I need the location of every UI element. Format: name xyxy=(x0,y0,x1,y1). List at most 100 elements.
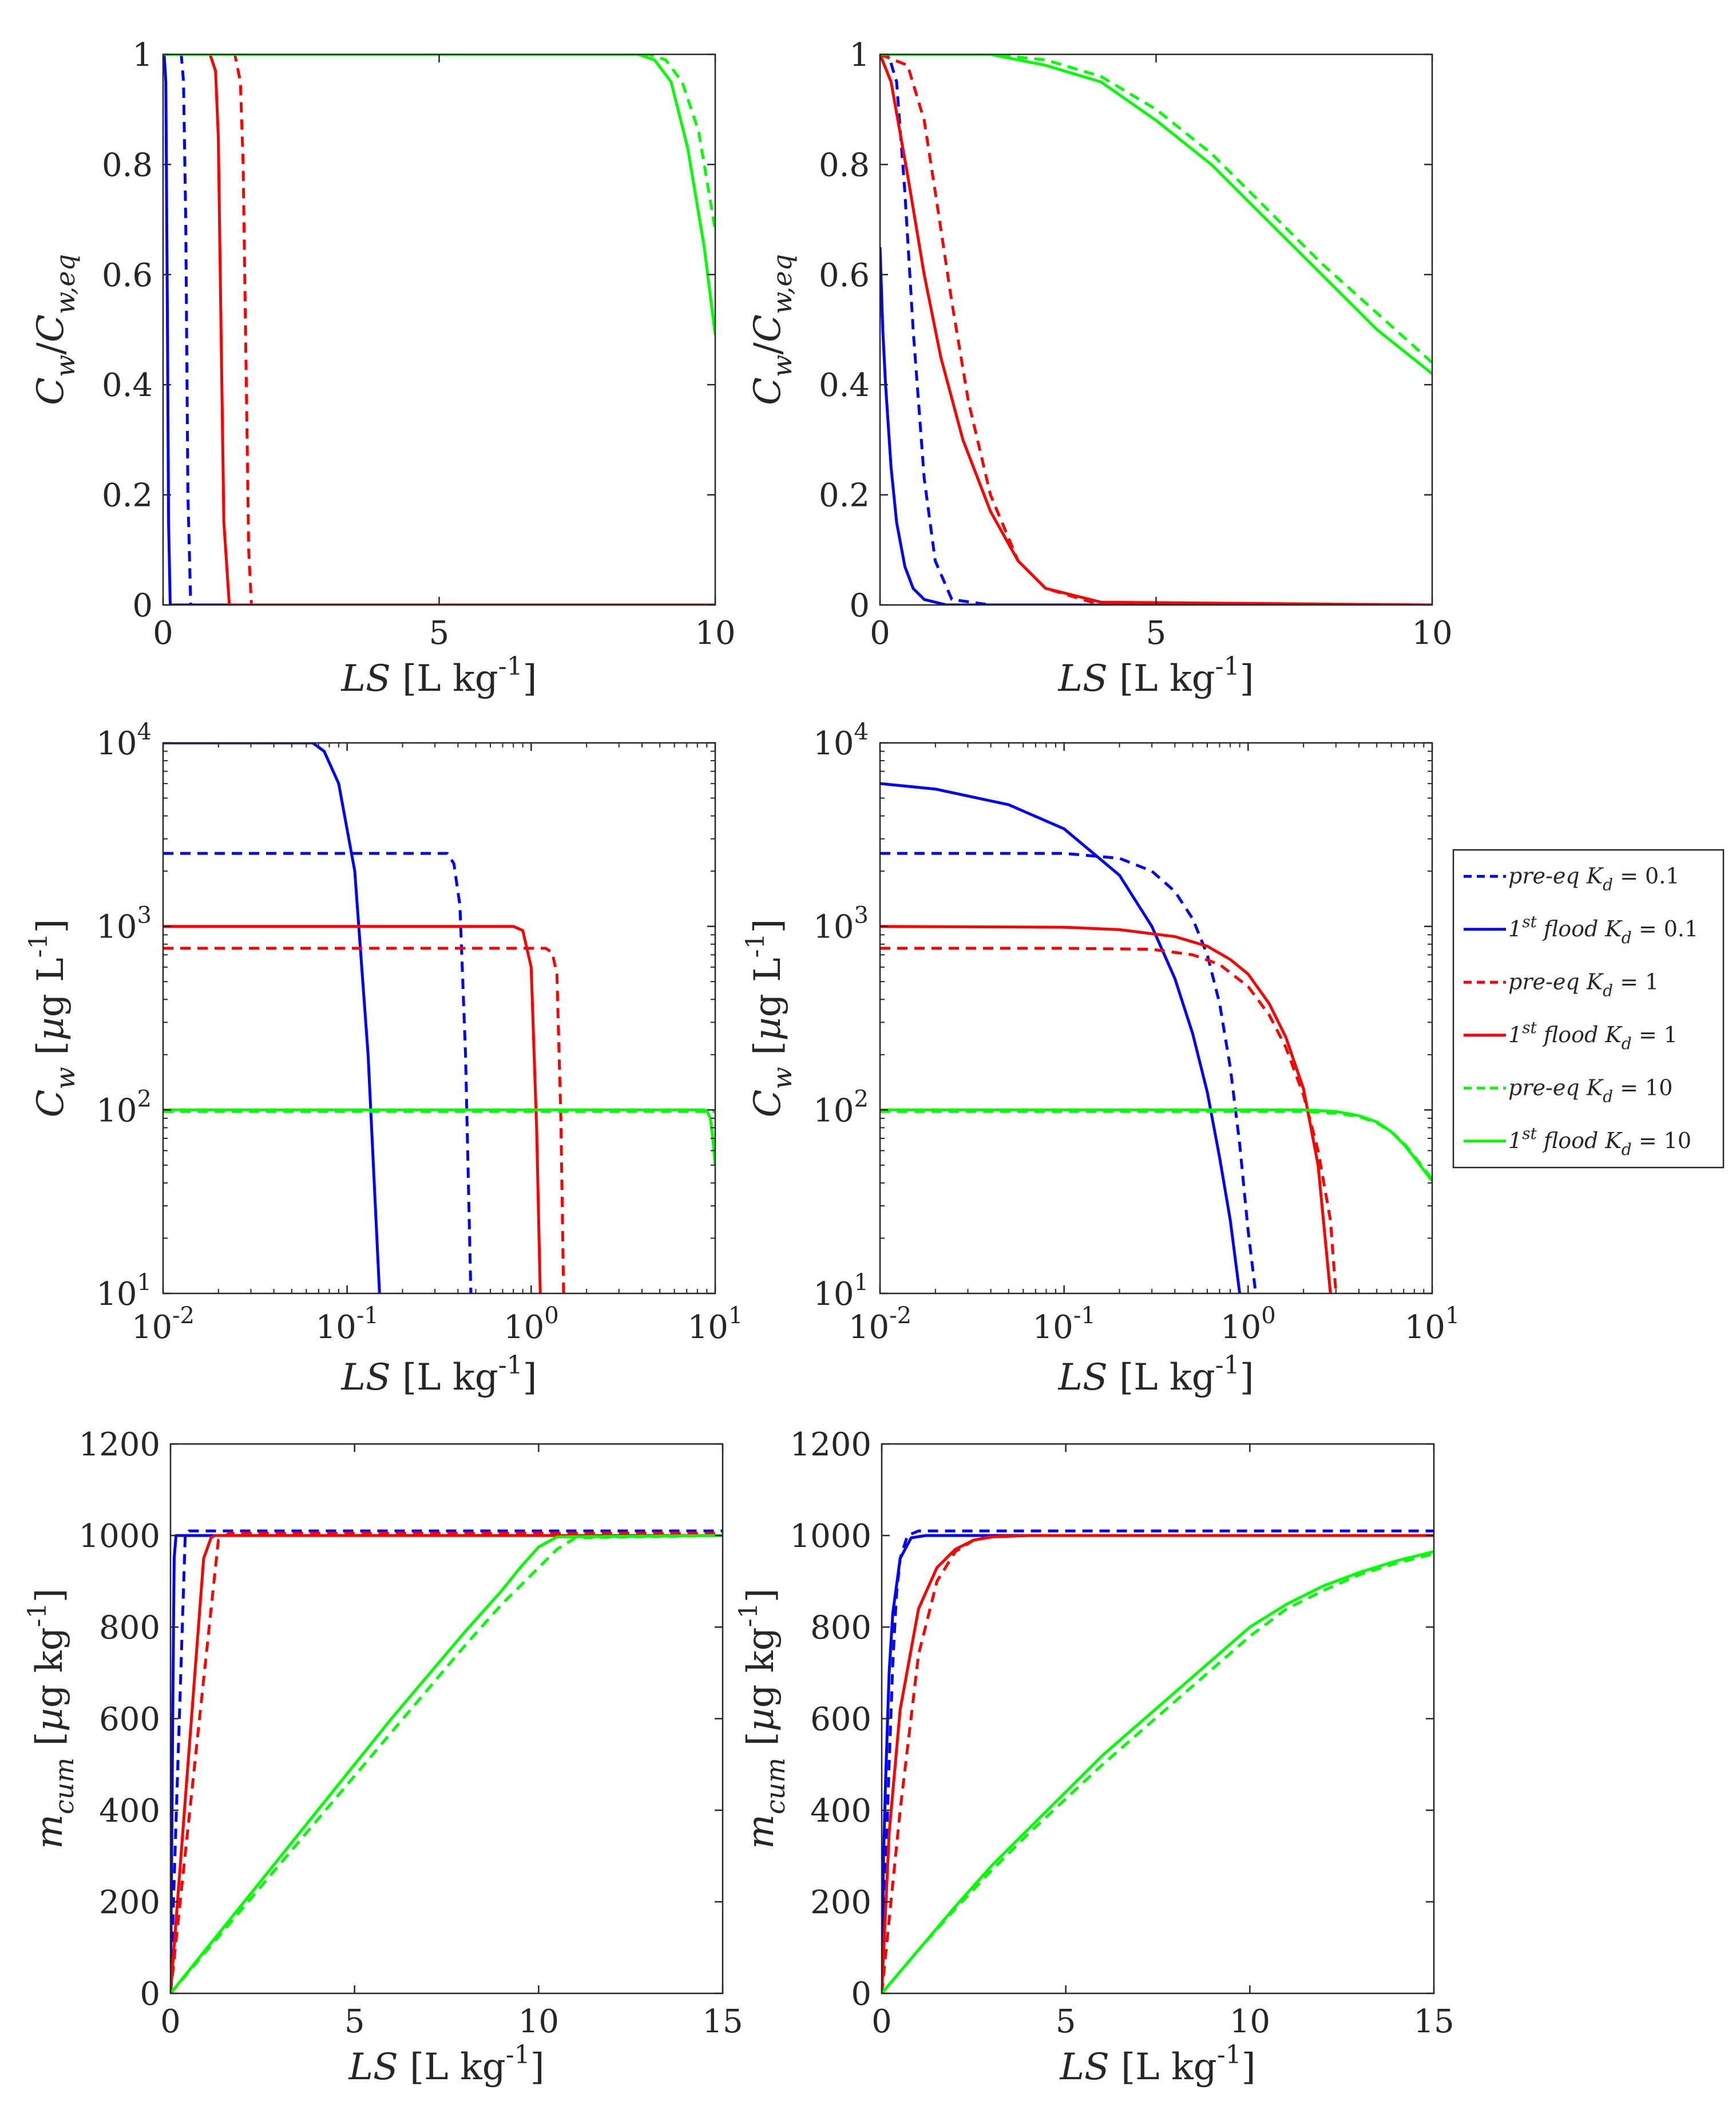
plot-area xyxy=(171,1444,723,1993)
y-tick-label: 1200 xyxy=(790,1426,871,1463)
x-tick-label: 0 xyxy=(153,615,173,652)
axes-box xyxy=(879,742,1433,1295)
series-line-2 xyxy=(163,54,715,605)
y-axis-label: Cw/Cw,eq xyxy=(30,254,81,405)
legend-entry-5: 1st flood Kd = 10 xyxy=(1464,1124,1691,1159)
x-tick-label: 10 xyxy=(1230,2003,1270,2040)
x-tick-label: 101 xyxy=(688,1303,743,1346)
x-axis-label: LS [L kg-1] xyxy=(340,652,537,700)
series-group xyxy=(880,54,1432,605)
series-line-2 xyxy=(163,947,565,1293)
y-tick-label: 104 xyxy=(813,719,869,762)
x-axis-label: LS [L kg-1] xyxy=(1057,1351,1254,1399)
legend-entry-1: 1st flood Kd = 0.1 xyxy=(1464,912,1698,947)
series-group xyxy=(163,743,715,1293)
x-axis-label: LS [L kg-1] xyxy=(1057,652,1254,700)
series-line-5 xyxy=(880,1108,1432,1182)
y-tick-label: 101 xyxy=(96,1269,152,1313)
series-line-0 xyxy=(880,54,1432,605)
x-tick-label: 10 xyxy=(518,2003,559,2040)
x-tick-label: 10-2 xyxy=(132,1303,195,1346)
series-line-5 xyxy=(163,1108,715,1166)
y-tick-label: 0.6 xyxy=(102,257,153,294)
chart-panel-top-right: 0 5 10 0 0.2 0.4 0.6 0.8 1 LS [L kg-1] Cw/Cw,eq xyxy=(747,37,1453,700)
legend-entry-4: pre-eq Kd = 10 xyxy=(1464,1075,1672,1106)
y-tick-label: 600 xyxy=(99,1701,160,1738)
series-line-1 xyxy=(880,782,1242,1293)
x-tick-label: 15 xyxy=(1413,2003,1454,2040)
y-axis-label: Cw/Cw,eq xyxy=(747,254,798,405)
series-line-1 xyxy=(163,743,381,1293)
legend-label: 1st flood Kd = 0.1 xyxy=(1508,912,1698,947)
x-axis-label: LS [L kg-1] xyxy=(340,1351,537,1399)
series-line-1 xyxy=(163,54,715,605)
series-line-3 xyxy=(171,1534,723,1993)
y-tick-label: 400 xyxy=(99,1792,160,1830)
y-tick-label: 0.8 xyxy=(102,147,153,184)
y-tick-label: 102 xyxy=(813,1086,869,1129)
y-tick-label: 800 xyxy=(810,1609,871,1647)
series-line-1 xyxy=(882,1534,1434,1993)
y-tick-label: 400 xyxy=(810,1792,871,1830)
y-tick-label: 0.4 xyxy=(819,367,870,404)
series-line-4 xyxy=(880,54,1432,364)
y-tick-label: 0.2 xyxy=(102,477,153,515)
series-line-2 xyxy=(880,947,1338,1293)
legend-entry-2: pre-eq Kd = 1 xyxy=(1464,969,1659,1000)
legend-box xyxy=(1452,849,1725,1169)
axes-box xyxy=(162,742,716,1295)
x-tick-label: 5 xyxy=(1056,2003,1076,2040)
series-line-4 xyxy=(882,1552,1434,1993)
y-axis-label: Cw [µg L-1] xyxy=(741,919,798,1118)
y-tick-label: 800 xyxy=(99,1609,160,1647)
plot-area xyxy=(882,1444,1434,1993)
series-group xyxy=(171,1529,723,1993)
x-axis-label: LS [L kg-1] xyxy=(348,2040,544,2088)
y-tick-label: 103 xyxy=(813,903,869,946)
y-tick-label: 0 xyxy=(851,1976,871,2013)
x-tick-label: 5 xyxy=(429,615,450,652)
chart-panel-mid-left: 10-2 10-1 100 101 101 102 103 104 LS [L kg-1] Cw … xyxy=(24,719,743,1399)
plot-area xyxy=(880,743,1432,1293)
series-group xyxy=(880,782,1432,1293)
x-tick-label: 5 xyxy=(344,2003,365,2040)
y-tick-label: 0 xyxy=(132,587,153,624)
x-tick-label: 10 xyxy=(1412,615,1452,652)
x-tick-label: 101 xyxy=(1405,1303,1460,1346)
legend-label: 1st flood Kd = 1 xyxy=(1508,1018,1678,1053)
x-tick-label: 15 xyxy=(702,2003,743,2040)
series-line-0 xyxy=(880,852,1258,1293)
y-tick-label: 0.8 xyxy=(819,147,870,184)
legend-entry-0: pre-eq Kd = 0.1 xyxy=(1464,863,1679,894)
series-line-5 xyxy=(171,1534,723,1993)
y-tick-label: 104 xyxy=(96,719,152,762)
chart-panel-bottom-right: 0 5 10 15 0 200 400 600 800 1000 1200 LS [L kg-1] mc… xyxy=(734,1426,1454,2088)
series-line-5 xyxy=(163,54,715,335)
series-line-3 xyxy=(163,925,542,1293)
series-line-0 xyxy=(163,852,473,1293)
legend-label: pre-eq Kd = 1 xyxy=(1508,969,1659,1000)
y-tick-label: 0.6 xyxy=(819,257,870,294)
series-line-3 xyxy=(880,925,1332,1293)
plot-area xyxy=(880,54,1432,605)
series-line-4 xyxy=(171,1534,723,1993)
plot-area xyxy=(163,743,715,1293)
x-tick-label: 10 xyxy=(695,615,735,652)
x-tick-label: 100 xyxy=(1220,1303,1276,1346)
x-tick-label: 5 xyxy=(1146,615,1167,652)
y-tick-label: 103 xyxy=(96,903,152,946)
y-tick-label: 1000 xyxy=(78,1518,160,1555)
y-tick-label: 101 xyxy=(813,1269,869,1313)
y-tick-label: 0.4 xyxy=(102,367,153,404)
chart-panel-bottom-left: 0 5 10 15 0 200 400 600 800 1000 1200 LS [L kg-1] mc… xyxy=(23,1426,743,2088)
x-tick-label: 0 xyxy=(870,615,890,652)
legend-label: pre-eq Kd = 0.1 xyxy=(1508,863,1679,894)
y-tick-label: 1200 xyxy=(78,1426,160,1463)
y-tick-label: 200 xyxy=(810,1884,871,1921)
y-axis-label: Cw [µg L-1] xyxy=(24,919,81,1118)
chart-panel-top-left: 0 5 10 0 0.2 0.4 0.6 0.8 1 LS [L kg-1] Cw/Cw,eq xyxy=(30,37,736,700)
series-line-3 xyxy=(163,54,715,605)
legend: pre-eq Kd = 0.1 1st flood Kd = 0.1 pre-eq … xyxy=(1452,849,1725,1169)
chart-panel-mid-right: 10-2 10-1 100 101 101 102 103 104 LS [L kg-1] Cw … xyxy=(741,719,1460,1399)
